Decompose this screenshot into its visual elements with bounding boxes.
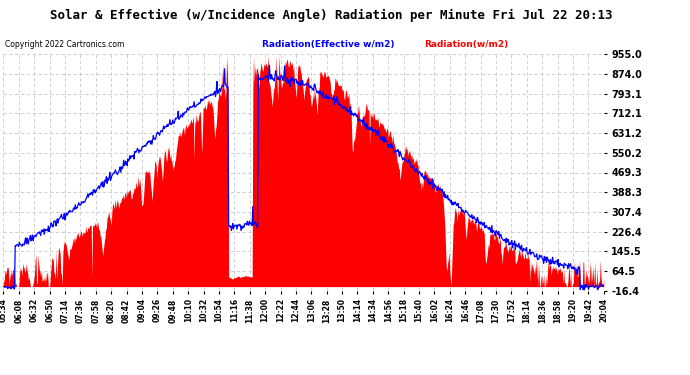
Text: Radiation(w/m2): Radiation(w/m2) — [424, 40, 508, 49]
Text: Solar & Effective (w/Incidence Angle) Radiation per Minute Fri Jul 22 20:13: Solar & Effective (w/Incidence Angle) Ra… — [50, 9, 613, 22]
Text: Radiation(Effective w/m2): Radiation(Effective w/m2) — [262, 40, 394, 49]
Text: Copyright 2022 Cartronics.com: Copyright 2022 Cartronics.com — [5, 40, 124, 49]
